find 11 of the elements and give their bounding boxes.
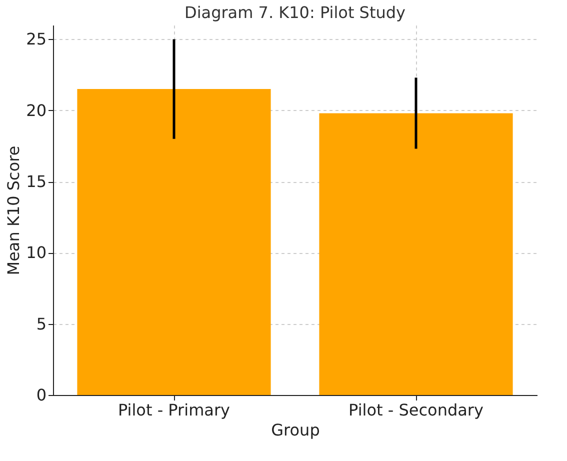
y-tick-label: 15	[26, 172, 46, 192]
x-tick-label: Pilot - Secondary	[348, 400, 484, 420]
y-tick-label: 10	[26, 243, 46, 262]
y-tick-label: 5	[36, 314, 46, 334]
x-tick-label: Pilot - Primary	[118, 400, 230, 420]
y-axis-title: Mean K10 Score	[4, 146, 24, 276]
y-tick-label: 25	[26, 30, 46, 49]
x-axis-title: Group	[271, 420, 320, 440]
chart-title: Diagram 7. K10: Pilot Study	[184, 3, 406, 22]
y-tick-label: 20	[26, 100, 46, 120]
y-tick-label: 0	[36, 386, 46, 404]
